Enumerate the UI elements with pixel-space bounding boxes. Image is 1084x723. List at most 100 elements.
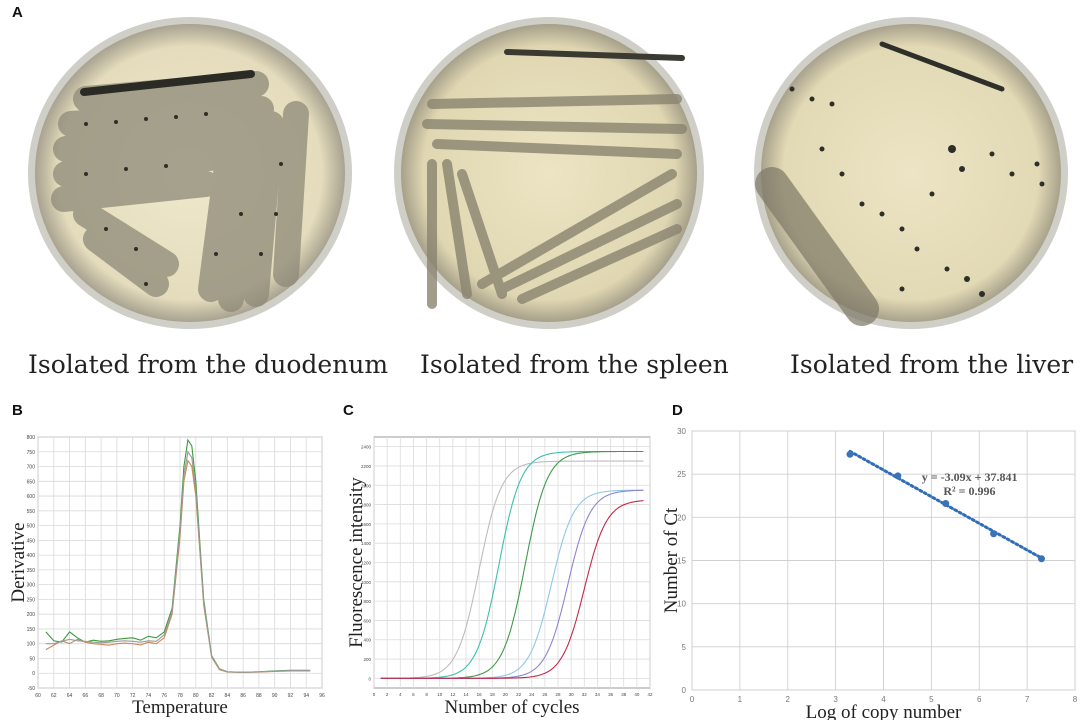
y-tick-label: 2400	[361, 445, 372, 450]
x-tick-label: 76	[161, 693, 167, 699]
panel-d-label: D	[672, 402, 683, 419]
x-tick-label: 62	[51, 693, 57, 699]
x-tick-label: 86	[240, 693, 246, 699]
x-tick-label: 60	[35, 693, 41, 699]
x-tick-label: 8	[425, 692, 428, 697]
panel-a-label: A	[12, 4, 23, 21]
plate-duodenum	[28, 17, 352, 329]
x-tick-label: 70	[114, 693, 120, 699]
caption-spleen: Isolated from the spleen	[420, 350, 729, 379]
y-tick-label: 2200	[361, 464, 372, 469]
y-tick-label: 400	[363, 638, 371, 643]
x-tick-label: 1	[738, 695, 743, 704]
x-tick-label: 80	[193, 693, 199, 699]
x-tick-label: 72	[130, 693, 136, 699]
y-tick-label: 1400	[361, 541, 372, 546]
y-tick-label: 5	[682, 643, 687, 652]
data-point	[846, 450, 854, 458]
data-point	[1037, 555, 1045, 563]
x-tick-label: 6	[412, 692, 415, 697]
x-tick-label: 38	[621, 692, 627, 697]
x-tick-label: 30	[569, 692, 575, 697]
y-tick-label: 350	[27, 568, 36, 574]
x-tick-label: 68	[98, 693, 104, 699]
x-tick-label: 92	[288, 693, 294, 699]
x-tick-label: 84	[225, 693, 231, 699]
x-tick-label: 0	[690, 695, 695, 704]
y-tick-label: 150	[27, 627, 36, 633]
x-tick-label: 7	[1025, 695, 1030, 704]
y-tick-label: 50	[29, 656, 35, 662]
melt-curve-chart: -50 0 50 100 150 200 250 300 350 400 450 500 550 600 6…	[8, 435, 325, 718]
x-tick-label: 4	[881, 695, 886, 704]
y-tick-label: 15	[677, 557, 686, 566]
y-tick-label: 800	[363, 599, 371, 604]
x-tick-label: 18	[490, 692, 496, 697]
x-axis-label: Log of copy number	[806, 702, 962, 720]
r-squared-label: R² = 0.996	[943, 484, 995, 498]
amplification-curve-1	[380, 460, 644, 679]
series-line-3	[45, 450, 311, 673]
data-point	[942, 500, 950, 508]
x-axis-label: Number of cycles	[444, 697, 579, 718]
y-tick-label: 10	[677, 600, 686, 609]
y-tick-label: 450	[27, 538, 36, 544]
y-tick-label: 1800	[361, 503, 372, 508]
y-tick-label: 500	[27, 524, 36, 530]
y-axis-label: Number of Ct	[661, 507, 682, 613]
y-tick-label: 200	[27, 612, 36, 618]
y-axis-label: Fluorescence intensity	[346, 477, 367, 648]
x-tick-label: 96	[319, 693, 325, 699]
x-tick-label: 14	[463, 692, 469, 697]
standard-curve-chart: 0 5 10 15 20 25 30 0 1 2 3 4 5 6 7 8 y = -3.09x + 37.841…	[661, 427, 1078, 720]
amplification-curve-chart: 0200400600800100012001400160018002000220…	[346, 436, 653, 718]
y-tick-label: 300	[27, 583, 36, 589]
y-tick-label: 0	[368, 676, 371, 681]
caption-duodenum: Isolated from the duodenum	[28, 350, 389, 379]
x-tick-label: 5	[929, 695, 934, 704]
trendline-equation: y = -3.09x + 37.841	[922, 470, 1018, 484]
y-tick-label: 1000	[361, 580, 372, 585]
x-tick-label: 88	[256, 693, 262, 699]
y-tick-label: 25	[677, 470, 686, 479]
y-tick-label: 1200	[361, 561, 372, 566]
data-point	[990, 530, 998, 538]
y-axis-label: Derivative	[8, 522, 29, 602]
x-tick-label: 0	[373, 692, 376, 697]
y-tick-label: 2000	[361, 483, 372, 488]
x-axis-label: Temperature	[132, 697, 228, 718]
x-tick-label: 6	[977, 695, 982, 704]
y-tick-label: 400	[27, 553, 36, 559]
data-point	[894, 472, 902, 480]
y-tick-label: 550	[27, 509, 36, 515]
y-tick-label: 600	[363, 618, 371, 623]
y-tick-label: 750	[27, 450, 36, 456]
y-tick-label: 1600	[361, 522, 372, 527]
x-tick-label: 26	[542, 692, 548, 697]
y-tick-label: 0	[682, 686, 687, 695]
amplification-curve-6	[380, 500, 644, 679]
panel-c-label: C	[343, 402, 354, 419]
x-tick-label: 8	[1073, 695, 1078, 704]
panel-b-label: B	[12, 402, 23, 419]
x-tick-label: 32	[582, 692, 588, 697]
x-tick-label: 74	[146, 693, 152, 699]
x-tick-label: 90	[272, 693, 278, 699]
x-tick-label: 40	[634, 692, 640, 697]
y-tick-label: 20	[677, 513, 686, 522]
x-tick-label: 4	[399, 692, 402, 697]
x-tick-label: 34	[595, 692, 601, 697]
y-tick-label: 800	[27, 435, 36, 441]
y-tick-label: 250	[27, 597, 36, 603]
x-tick-label: 82	[209, 693, 215, 699]
x-tick-label: 3	[833, 695, 838, 704]
x-tick-label: 36	[608, 692, 614, 697]
x-tick-label: 2	[386, 692, 389, 697]
x-tick-label: 10	[437, 692, 443, 697]
plate-liver	[754, 17, 1068, 329]
y-tick-label: 650	[27, 479, 36, 485]
x-tick-label: 16	[477, 692, 483, 697]
x-tick-label: 28	[555, 692, 561, 697]
x-tick-label: 64	[67, 693, 73, 699]
plate-spleen	[394, 17, 704, 329]
